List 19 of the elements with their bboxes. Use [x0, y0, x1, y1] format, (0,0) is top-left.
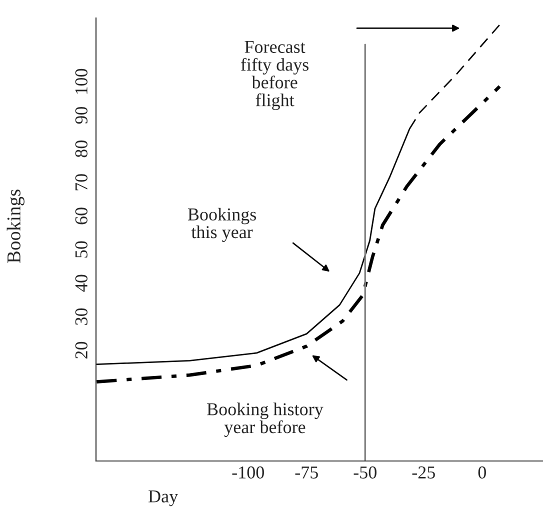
annotation: Forecast fifty days before flight — [241, 40, 308, 110]
y-tick-label: 80 — [75, 140, 88, 158]
y-tick-label: 40 — [75, 274, 88, 292]
annotation: Booking history year before — [207, 402, 324, 437]
x-axis-title: Day — [148, 490, 178, 506]
y-tick-label: 90 — [75, 106, 88, 124]
y-tick-label: 70 — [75, 174, 88, 190]
y-tick-label: 50 — [75, 241, 88, 258]
y-axis-title: Bookings — [6, 190, 24, 263]
y-tick-label: 30 — [75, 308, 88, 325]
x-tick-label: 0 — [478, 466, 486, 479]
y-tick-label: 60 — [75, 208, 88, 224]
x-tick-label: -50 — [354, 466, 376, 479]
x-tick-label: -100 — [232, 466, 264, 479]
y-tick-label: 100 — [75, 68, 88, 94]
x-tick-label: -75 — [295, 466, 318, 479]
y-tick-label: 20 — [75, 342, 88, 358]
annotation: Bookings this year — [188, 208, 256, 242]
x-tick-label: -25 — [412, 466, 435, 479]
